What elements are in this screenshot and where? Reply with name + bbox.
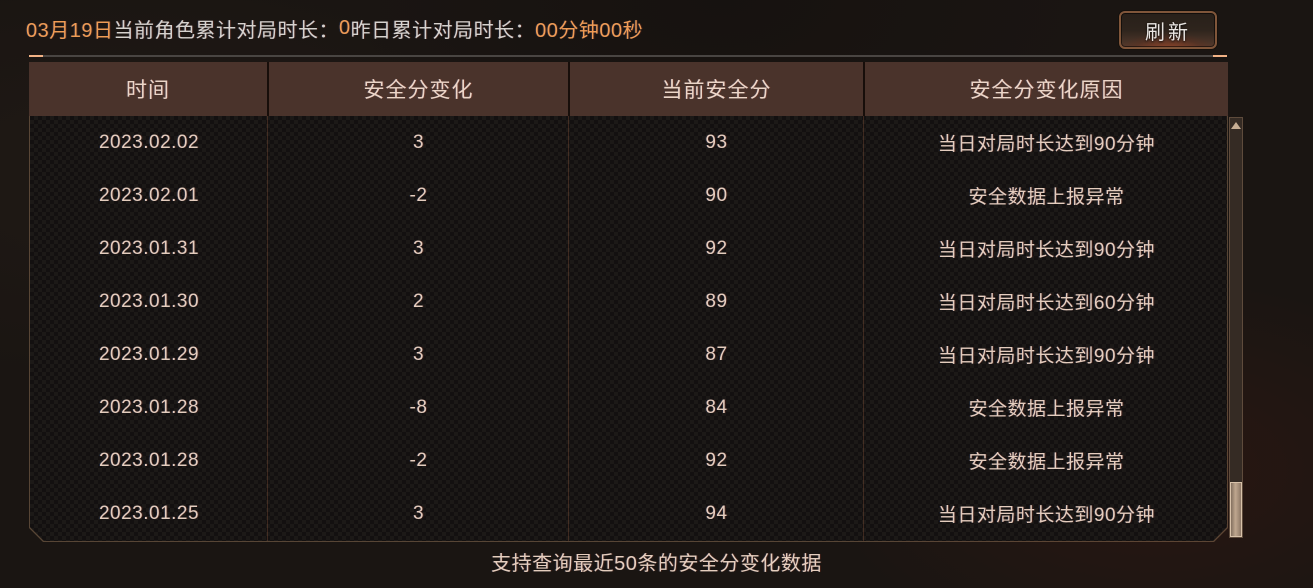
summary-date: 03月19日: [26, 19, 114, 42]
cell-time: 2023.01.29: [98, 343, 200, 365]
today-playtime-value: 0: [339, 16, 351, 39]
table-row: 2023.02.01 -2 90 安全数据上报异常: [30, 169, 1227, 222]
cell-current-score: 89: [705, 290, 728, 312]
cell-reason: 当日对局时长达到90分钟: [937, 240, 1156, 261]
cell-reason: 当日对局时长达到90分钟: [937, 505, 1156, 526]
cell-score-change: -8: [409, 396, 428, 418]
table-row: 2023.01.25 3 94 当日对局时长达到90分钟: [30, 487, 1227, 540]
cell-score-change: -2: [409, 449, 428, 471]
column-divider: [568, 116, 569, 541]
cell-reason: 安全数据上报异常: [968, 187, 1125, 208]
cell-score-change: -2: [409, 184, 428, 206]
cell-current-score: 92: [705, 449, 728, 471]
table-body: 2023.02.02 3 93 当日对局时长达到90分钟 2023.02.01 …: [30, 116, 1227, 541]
table-row: 2023.01.31 3 92 当日对局时长达到90分钟: [30, 222, 1227, 275]
playtime-summary-bar: 03月19日 当前角色累计对局时长： 0 昨日累计对局时长： 00分钟00秒: [26, 0, 1113, 56]
refresh-button[interactable]: 刷新: [1119, 11, 1217, 49]
cell-reason: 当日对局时长达到60分钟: [937, 293, 1156, 314]
column-header-reason: 安全分变化原因: [863, 62, 1228, 116]
footer-note: 支持查询最近50条的安全分变化数据: [491, 553, 822, 575]
cell-time: 2023.01.25: [98, 502, 200, 524]
column-header-current-score: 当前安全分: [568, 62, 863, 116]
cell-current-score: 93: [705, 131, 728, 153]
cell-time: 2023.01.30: [98, 290, 200, 312]
cell-current-score: 92: [705, 237, 728, 259]
cell-time: 2023.01.28: [98, 449, 200, 471]
cell-current-score: 90: [705, 184, 728, 206]
cell-score-change: 3: [412, 131, 425, 153]
yesterday-playtime-label: 昨日累计对局时长：: [350, 19, 536, 42]
cell-reason: 当日对局时长达到90分钟: [937, 134, 1156, 155]
table-row: 2023.01.28 -8 84 安全数据上报异常: [30, 381, 1227, 434]
cell-reason: 安全数据上报异常: [968, 452, 1125, 473]
cell-time: 2023.01.31: [98, 237, 200, 259]
scroll-up-icon[interactable]: [1231, 122, 1241, 129]
topbar-separator: [29, 55, 1227, 57]
table-rows: 2023.02.02 3 93 当日对局时长达到90分钟 2023.02.01 …: [30, 116, 1227, 540]
cell-current-score: 84: [705, 396, 728, 418]
cell-score-change: 3: [412, 502, 425, 524]
cell-score-change: 2: [412, 290, 425, 312]
column-divider: [267, 116, 268, 541]
cell-current-score: 94: [705, 502, 728, 524]
cell-reason: 当日对局时长达到90分钟: [937, 346, 1156, 367]
table-row: 2023.01.28 -2 92 安全数据上报异常: [30, 434, 1227, 487]
cell-current-score: 87: [705, 343, 728, 365]
table-row: 2023.01.30 2 89 当日对局时长达到60分钟: [30, 275, 1227, 328]
column-divider: [863, 116, 864, 541]
cell-reason: 安全数据上报异常: [968, 399, 1125, 420]
cell-time: 2023.02.01: [98, 184, 200, 206]
scrollbar-thumb[interactable]: [1230, 482, 1242, 537]
cell-time: 2023.02.02: [98, 131, 200, 153]
table-body-frame: 2023.02.02 3 93 当日对局时长达到90分钟 2023.02.01 …: [29, 116, 1228, 542]
cell-score-change: 3: [412, 343, 425, 365]
today-playtime-label: 当前角色累计对局时长：: [113, 19, 339, 42]
cell-score-change: 3: [412, 237, 425, 259]
security-score-table: 时间 安全分变化 当前安全分 安全分变化原因 2023.02.02 3 93 当…: [29, 62, 1228, 542]
column-header-time: 时间: [126, 79, 170, 102]
yesterday-playtime-value: 00分钟00秒: [535, 19, 644, 42]
column-header-score-change: 安全分变化: [267, 62, 568, 116]
table-header-row: 时间 安全分变化 当前安全分 安全分变化原因: [29, 62, 1228, 116]
table-row: 2023.01.29 3 87 当日对局时长达到90分钟: [30, 328, 1227, 381]
cell-time: 2023.01.28: [98, 396, 200, 418]
table-row: 2023.02.02 3 93 当日对局时长达到90分钟: [30, 116, 1227, 169]
table-scrollbar[interactable]: [1229, 117, 1243, 538]
